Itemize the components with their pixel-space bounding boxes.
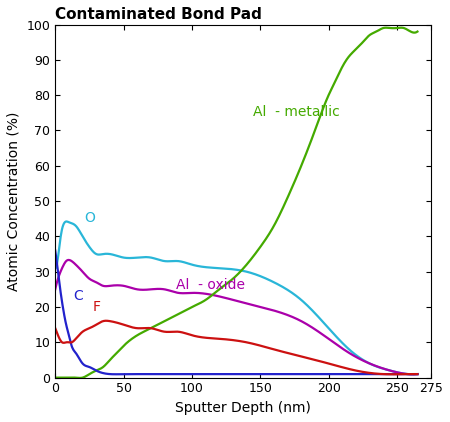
- Text: Al  - metallic: Al - metallic: [253, 106, 340, 119]
- Text: Al  - oxide: Al - oxide: [176, 279, 244, 292]
- Text: C: C: [73, 289, 83, 303]
- Text: F: F: [92, 300, 100, 314]
- Text: O: O: [84, 211, 95, 225]
- Y-axis label: Atomic Concentration (%): Atomic Concentration (%): [7, 111, 21, 291]
- X-axis label: Sputter Depth (nm): Sputter Depth (nm): [175, 401, 311, 415]
- Text: Contaminated Bond Pad: Contaminated Bond Pad: [55, 7, 262, 22]
